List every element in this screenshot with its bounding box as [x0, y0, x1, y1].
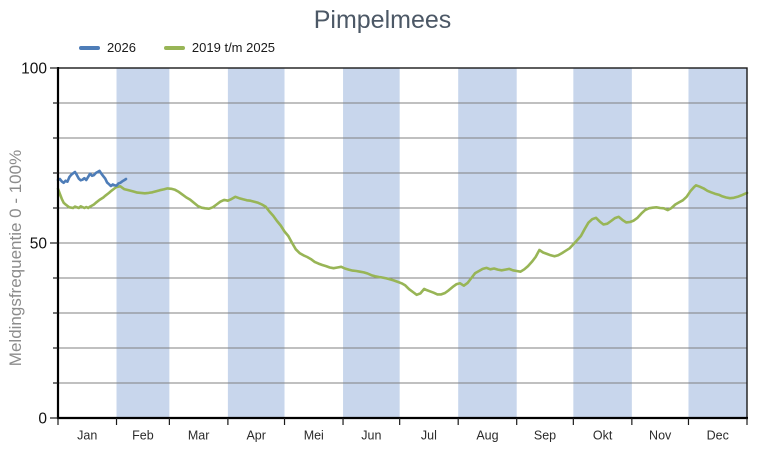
x-month-label-jul: Jul — [421, 429, 437, 443]
legend-swatch-2019-2025-line — [163, 45, 185, 50]
legend-label-2019-2025: 2019 t/m 2025 — [191, 40, 276, 55]
x-month-label-mei: Mei — [304, 429, 324, 443]
y-axis-tick-labels: 0 50 100 — [21, 61, 47, 428]
x-month-label-mar: Mar — [188, 429, 210, 443]
y-tick-label-100: 100 — [21, 61, 47, 78]
x-month-label-feb: Feb — [132, 429, 154, 443]
x-month-label-sep: Sep — [534, 429, 556, 443]
y-tick-label-50: 50 — [30, 236, 48, 253]
legend-swatch-2026-line — [79, 45, 100, 50]
legend-item-2026: 2026 — [79, 40, 136, 55]
legend: 2026 2019 t/m 2025 — [79, 40, 275, 55]
x-month-label-jun: Jun — [361, 429, 381, 443]
y-tick-label-0: 0 — [38, 411, 47, 428]
horizontal-gridlines — [58, 102, 747, 384]
x-month-label-nov: Nov — [649, 429, 672, 443]
axis-ticks — [50, 67, 748, 425]
x-month-label-jan: Jan — [77, 429, 97, 443]
x-month-label-aug: Aug — [476, 429, 498, 443]
x-month-label-dec: Dec — [707, 429, 729, 443]
legend-item-2019-2025: 2019 t/m 2025 — [163, 40, 276, 55]
x-month-label-okt: Okt — [593, 429, 613, 443]
y-axis-title: Meldingsfrequentie 0 - 100% — [6, 150, 25, 366]
chart-title: Pimpelmees — [313, 6, 452, 34]
x-month-label-apr: Apr — [246, 429, 265, 443]
x-axis-month-labels: Jan Feb Mar Apr Mei Jun Jul Aug Sep Okt Nov Dec — [77, 429, 729, 443]
series-lines — [56, 169, 749, 297]
legend-label-2026: 2026 — [107, 40, 136, 55]
